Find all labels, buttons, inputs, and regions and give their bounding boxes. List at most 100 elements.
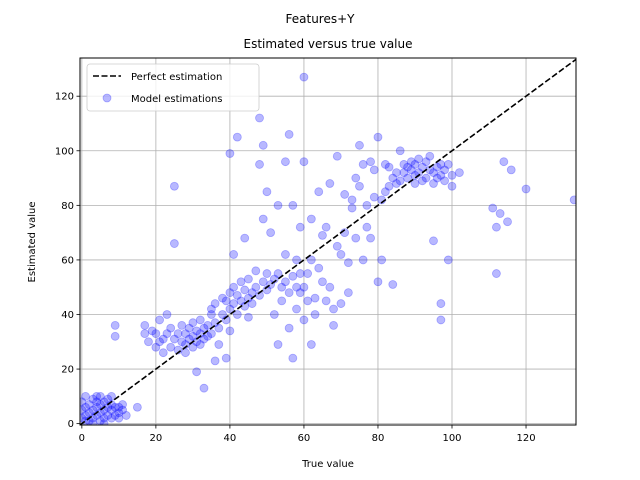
scatter-point bbox=[121, 411, 131, 420]
scatter-point bbox=[258, 214, 268, 224]
scatter-point bbox=[225, 149, 235, 158]
scatter-point bbox=[273, 200, 283, 210]
scatter-point bbox=[218, 310, 227, 319]
scatter-point bbox=[114, 402, 124, 412]
scatter-point bbox=[329, 304, 338, 314]
y-tick-label: 120 bbox=[55, 92, 74, 103]
scatter-point bbox=[432, 173, 442, 183]
scatter-point bbox=[158, 348, 168, 358]
scatter-point bbox=[340, 190, 350, 199]
scatter-point bbox=[232, 290, 242, 300]
scatter-point bbox=[199, 334, 209, 344]
scatter-point bbox=[232, 310, 242, 319]
scatter-point bbox=[81, 391, 90, 401]
scatter-point bbox=[292, 304, 301, 314]
scatter-point bbox=[384, 181, 394, 191]
scatter-point bbox=[92, 397, 102, 407]
scatter-point bbox=[369, 192, 379, 202]
scatter-point bbox=[103, 411, 113, 420]
scatter-point bbox=[429, 236, 438, 246]
scatter-point bbox=[247, 299, 257, 308]
scatter-point bbox=[84, 408, 94, 418]
scatter-point bbox=[388, 173, 398, 183]
scatter-point bbox=[410, 179, 420, 188]
scatter-point bbox=[169, 239, 179, 248]
scatter-point bbox=[495, 209, 505, 218]
scatter-point bbox=[281, 277, 290, 287]
scatter-point bbox=[306, 214, 316, 224]
scatter-point bbox=[447, 181, 457, 191]
scatter-point bbox=[506, 165, 516, 175]
scatter-point bbox=[203, 321, 213, 330]
legend-marker-swatch bbox=[102, 93, 112, 103]
scatter-point bbox=[221, 353, 231, 363]
scatter-point bbox=[207, 304, 216, 314]
scatter-point bbox=[318, 230, 327, 240]
scatter-point bbox=[414, 154, 424, 164]
scatter-point bbox=[429, 168, 438, 178]
chart-suptitle: Features+Y bbox=[286, 12, 356, 26]
scatter-point bbox=[399, 168, 409, 178]
scatter-point bbox=[118, 400, 127, 409]
scatter-point bbox=[366, 157, 375, 167]
scatter-point bbox=[95, 391, 105, 401]
scatter-point bbox=[306, 255, 316, 265]
scatter-point bbox=[373, 277, 383, 287]
scatter-point bbox=[362, 200, 372, 210]
y-tick-label: 100 bbox=[55, 146, 74, 157]
x-tick-label: 0 bbox=[79, 433, 85, 444]
scatter-point bbox=[255, 113, 264, 123]
scatter-point bbox=[158, 334, 168, 344]
scatter-point bbox=[192, 326, 201, 336]
scatter-point bbox=[569, 195, 576, 205]
scatter-point bbox=[343, 258, 353, 268]
scatter-point bbox=[421, 157, 431, 167]
scatter-point bbox=[417, 176, 427, 186]
scatter-point bbox=[366, 233, 375, 243]
scatter-point bbox=[181, 329, 190, 338]
scatter-point bbox=[181, 348, 190, 358]
scatter-point bbox=[332, 241, 342, 251]
x-tick-label: 40 bbox=[224, 433, 237, 444]
scatter-point bbox=[144, 337, 153, 347]
x-tick-label: 20 bbox=[150, 433, 163, 444]
scatter-point bbox=[377, 255, 387, 265]
scatter-point bbox=[440, 176, 449, 186]
scatter-point bbox=[321, 296, 331, 306]
scatter-point bbox=[88, 405, 98, 415]
scatter-point bbox=[255, 160, 264, 169]
scatter-point bbox=[162, 329, 172, 338]
scatter-point bbox=[521, 184, 531, 194]
scatter-point bbox=[214, 323, 224, 333]
scatter-point bbox=[195, 340, 205, 349]
scatter-point bbox=[92, 402, 102, 412]
scatter-point bbox=[351, 233, 361, 243]
scatter-point bbox=[218, 293, 227, 303]
scatter-point bbox=[110, 402, 120, 412]
scatter-point bbox=[203, 331, 213, 341]
scatter-point bbox=[244, 274, 253, 284]
scatter-point bbox=[277, 296, 287, 306]
scatter-point bbox=[188, 318, 198, 328]
scatter-point bbox=[162, 310, 172, 319]
scatter-point bbox=[214, 340, 224, 349]
y-tick-label: 80 bbox=[61, 201, 74, 212]
x-tick-label: 120 bbox=[516, 433, 535, 444]
scatter-point bbox=[107, 413, 116, 423]
scatter-point bbox=[395, 176, 405, 186]
scatter-point bbox=[229, 282, 239, 292]
scatter-point bbox=[347, 203, 357, 213]
scatter-point bbox=[99, 397, 109, 407]
scatter-point bbox=[199, 323, 209, 333]
scatter-point bbox=[388, 280, 398, 289]
scatter-point bbox=[188, 331, 198, 341]
scatter-point bbox=[373, 132, 383, 142]
scatter-point bbox=[310, 310, 320, 319]
y-axis-label: Estimated value bbox=[27, 201, 38, 282]
scatter-point bbox=[84, 400, 94, 409]
scatter-point bbox=[262, 187, 272, 197]
y-tick-label: 0 bbox=[68, 419, 74, 430]
scatter-point bbox=[406, 157, 416, 167]
plot-frame bbox=[79, 57, 577, 426]
scatter-point bbox=[347, 195, 357, 205]
